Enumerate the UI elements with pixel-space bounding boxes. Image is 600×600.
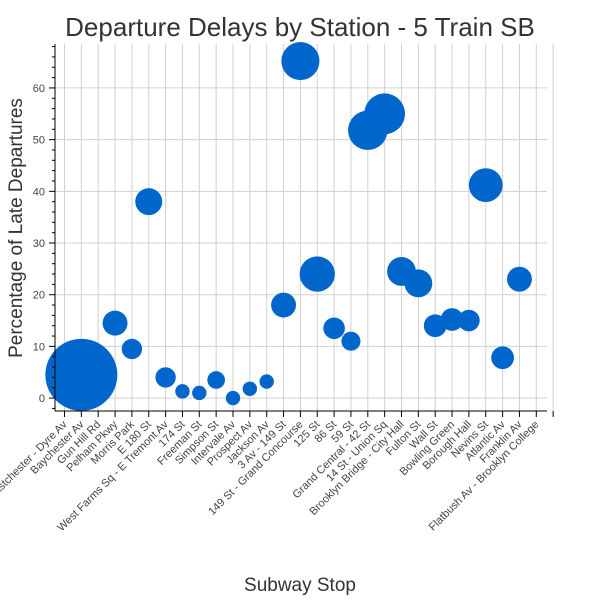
data-point [468, 168, 503, 202]
data-point [121, 338, 143, 360]
y-tick-label: 20 [33, 290, 45, 302]
data-point [341, 331, 361, 351]
data-point [506, 266, 532, 292]
data-point [440, 308, 464, 331]
y-tick-label: 30 [33, 238, 45, 250]
data-point [458, 309, 480, 332]
y-tick-label: 40 [33, 186, 45, 198]
data-points [45, 42, 532, 411]
data-point [225, 390, 241, 406]
x-axis-label: Subway Stop [244, 575, 356, 596]
data-point [207, 371, 225, 389]
data-point [491, 346, 514, 370]
data-point [45, 338, 118, 411]
data-point [348, 110, 388, 151]
data-point [155, 367, 176, 388]
data-point [259, 374, 274, 389]
data-point [299, 256, 335, 292]
axes [54, 44, 547, 412]
y-tick-label: 0 [39, 393, 45, 405]
y-tick-label: 10 [33, 341, 45, 353]
y-tick-label: 50 [33, 135, 45, 147]
data-point [192, 385, 207, 401]
data-point [175, 384, 190, 399]
data-point [323, 317, 345, 340]
data-point [281, 42, 320, 81]
chart-title: Departure Delays by Station - 5 Train SB [65, 12, 535, 42]
y-axis-label: Percentage of Late Departures [6, 98, 27, 358]
data-point [135, 188, 163, 216]
grid [55, 44, 554, 411]
data-point [271, 292, 297, 318]
data-point [242, 381, 258, 396]
data-point [404, 269, 433, 298]
data-point [102, 310, 128, 336]
y-ticks: 0 10 20 30 40 50 60 [33, 46, 55, 409]
y-tick-label: 60 [33, 83, 45, 95]
